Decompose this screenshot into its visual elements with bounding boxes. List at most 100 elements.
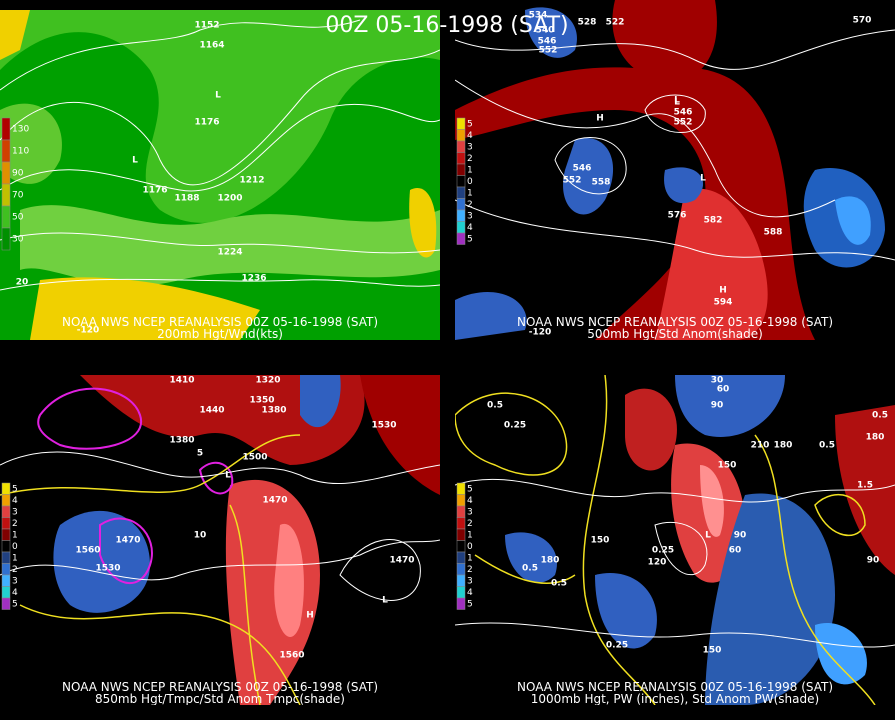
colorbar-label: 5	[467, 599, 473, 609]
contour-label: 60	[717, 385, 730, 395]
colorbar-label: 3	[12, 576, 18, 586]
contour-label: L	[674, 96, 680, 106]
contour-label: 1440	[199, 406, 224, 416]
colorbar-swatch	[456, 586, 466, 599]
contour-label: 540	[536, 26, 555, 36]
colorbar-swatch	[1, 161, 11, 185]
contour-label: 1236	[241, 274, 266, 284]
colorbar-label: 3	[12, 507, 18, 517]
colorbar-swatch	[456, 129, 466, 142]
colorbar-swatch	[1, 586, 11, 599]
colorbar-swatch	[456, 574, 466, 587]
colorbar-swatch	[1, 494, 11, 507]
contour-label: 0.25	[652, 546, 674, 556]
colorbar-swatch	[456, 528, 466, 541]
colorbar-label: 0	[12, 542, 18, 552]
colorbar-label: 2	[467, 565, 473, 575]
contour-label: 0.5	[872, 411, 888, 421]
contour-label: 150	[718, 461, 737, 471]
colorbar-swatch	[456, 186, 466, 199]
colorbar-swatch	[1, 551, 11, 564]
contour-label: 1470	[262, 496, 287, 506]
contour-label: 5	[197, 449, 203, 459]
panel-source: NOAA NWS NCEP REANALYSIS 00Z 05-16-1998 …	[62, 680, 378, 694]
contour-label: 0.5	[522, 564, 538, 574]
contour-label: -120	[529, 328, 552, 338]
colorbar-swatch	[1, 482, 11, 495]
contour-label: 576	[668, 211, 687, 221]
contour-label: 1176	[194, 118, 219, 128]
colorbar-swatch	[456, 140, 466, 153]
main-title: 00Z 05-16-1998 (SAT)	[325, 13, 568, 38]
contour-label: L	[705, 531, 711, 541]
contour-label: 30	[711, 376, 724, 386]
panel-850mb: 1410 1320135013801440138015005L1470101560…	[0, 375, 440, 705]
colorbar-swatch	[1, 117, 11, 141]
contour-label: 0.5	[487, 401, 503, 411]
colorbar-label: 4	[12, 496, 18, 506]
colorbar-label: 2	[12, 519, 18, 529]
contour-label: 1224	[217, 248, 242, 258]
colorbar-swatch	[456, 540, 466, 553]
contour-label: 0.5	[819, 441, 835, 451]
colorbar-swatch	[1, 517, 11, 530]
panel-200mb: 1152 1164 L 1176 L 1176 1188 1200 1212 1224 1236 20…	[0, 10, 440, 340]
contour-label: 570	[853, 16, 872, 26]
contour-label: 1530	[95, 564, 120, 574]
colorbar-swatch	[456, 198, 466, 211]
colorbar-swatch	[1, 528, 11, 541]
colorbar-label: 4	[12, 588, 18, 598]
contour-label: 582	[704, 216, 723, 226]
contour-label: -120	[77, 326, 100, 336]
contour-label: 180	[774, 441, 793, 451]
contour-label: 1470	[115, 536, 140, 546]
colorbar-swatch	[1, 540, 11, 553]
colorbar-label: 0	[467, 542, 473, 552]
colorbar-label: 5	[12, 599, 18, 609]
contour-label: 1188	[174, 194, 199, 204]
colorbar-swatch	[456, 517, 466, 530]
panel-source: NOAA NWS NCEP REANALYSIS 00Z 05-16-1998 …	[517, 315, 833, 329]
contour-label: L	[132, 156, 138, 166]
contour-label: 594	[714, 298, 733, 308]
contour-label: 1176	[142, 186, 167, 196]
colorbar-swatch	[456, 563, 466, 576]
contour-label: 1152	[194, 21, 219, 31]
panel-source: NOAA NWS NCEP REANALYSIS 00Z 05-16-1998 …	[62, 315, 378, 329]
contour-label: 546	[573, 164, 592, 174]
colorbar-label: 1	[12, 553, 18, 563]
contour-label: 546	[674, 108, 693, 118]
colorbar-swatch	[456, 597, 466, 610]
colorbar-label: 30	[12, 235, 24, 245]
contour-label: 1470	[389, 556, 414, 566]
colorbar-swatch	[1, 597, 11, 610]
colorbar-label: 5	[12, 484, 18, 494]
contour-label: 180	[866, 433, 885, 443]
contour-label: 90	[734, 531, 747, 541]
contour-label: L	[225, 471, 231, 481]
colorbar-swatch	[456, 232, 466, 245]
contour-label: 1320	[255, 376, 280, 386]
contour-label: 1410	[169, 376, 194, 386]
colorbar-label: 2	[467, 200, 473, 210]
colorbar-swatch	[1, 205, 11, 229]
colorbar-label: 4	[467, 223, 473, 233]
contour-label: 552	[674, 118, 693, 128]
colorbar-label: 4	[467, 496, 473, 506]
contour-label: 1530	[371, 421, 396, 431]
colorbar-label: 2	[467, 519, 473, 529]
colorbar-label: 5	[467, 484, 473, 494]
contour-label: 546	[538, 37, 557, 47]
colorbar-swatch	[1, 139, 11, 163]
colorbar-label: 0	[467, 177, 473, 187]
contour-label: 534	[529, 11, 548, 21]
colorbar-label: 1	[467, 165, 473, 175]
contour-label: 1164	[199, 41, 224, 51]
colorbar-label: 1	[467, 188, 473, 198]
contour-label: 0.5	[551, 579, 567, 589]
colorbar-swatch	[456, 117, 466, 130]
contour-label: 522	[606, 18, 625, 28]
colorbar-label: 90	[12, 169, 24, 179]
contour-label: 150	[591, 536, 610, 546]
